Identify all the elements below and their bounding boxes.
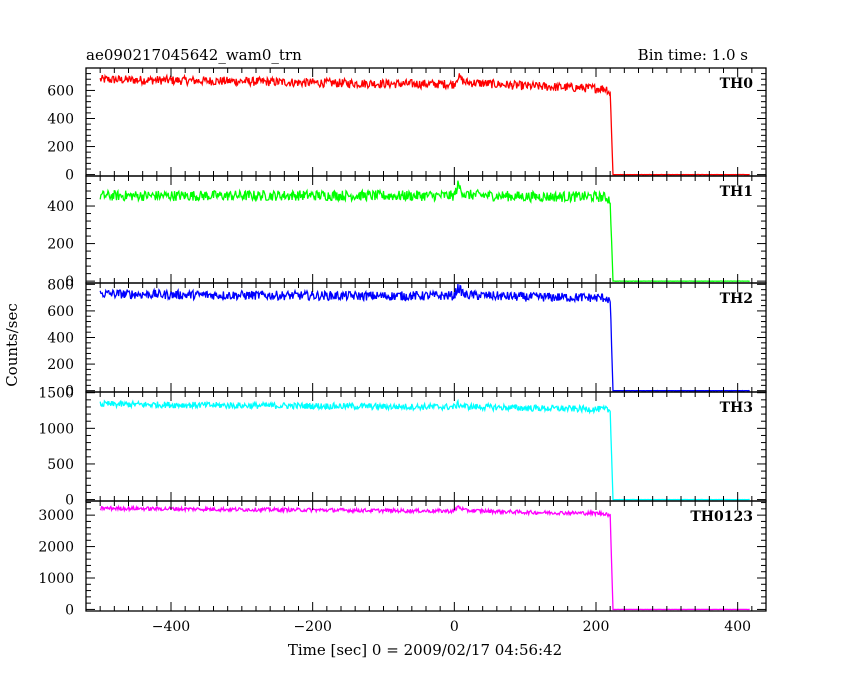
y-tick-label-th0123: 0	[65, 602, 74, 618]
y-tick-label-th2: 800	[47, 277, 74, 293]
y-tick-label-th3: 0	[65, 493, 74, 509]
y-tick-label-th0123: 2000	[38, 540, 74, 556]
y-tick-label-th3: 1000	[38, 421, 74, 437]
y-tick-label-th0: 600	[47, 83, 74, 99]
series-line-th1	[99, 180, 750, 282]
panel-label-th0123: TH0123	[690, 509, 753, 525]
y-tick-label-th2: 400	[47, 331, 74, 347]
y-tick-label-th3: 1500	[38, 386, 74, 402]
panel-frame-th0123	[85, 500, 767, 612]
y-tick-label-th2: 200	[47, 357, 74, 373]
panel-th3: 0 500 1000 1500 TH3	[38, 386, 767, 509]
panel-th0123: 0 1000 2000 3000 TH0123	[38, 500, 767, 618]
y-tick-label-th1: 400	[47, 199, 74, 215]
panel-th2: 0 200 400 600 800 TH2	[47, 277, 767, 400]
y-tick-label-th1: 0	[65, 274, 74, 290]
bin-time-label: Bin time: 1.0 s	[638, 46, 748, 64]
y-tick-label-th0123: 1000	[38, 571, 74, 587]
panel-frame-th2	[85, 282, 767, 393]
y-axis-title: Counts/sec	[3, 303, 21, 387]
y-tick-label-th0: 0	[65, 168, 74, 184]
panel-label-th1: TH1	[720, 184, 753, 200]
y-tick-label-th3: 500	[47, 457, 74, 473]
x-tick-label: −200	[293, 619, 331, 635]
x-tick-label: 400	[724, 619, 751, 635]
y-tick-label-th2: 600	[47, 304, 74, 320]
y-tick-label-th0: 200	[47, 140, 74, 156]
panel-th0: 0 200 400 600 TH0	[47, 67, 767, 184]
panel-label-th0: TH0	[720, 76, 754, 92]
panel-th1: 0 200 400 TH1	[47, 175, 767, 290]
series-line-th0	[99, 73, 750, 176]
x-tick-label: 200	[583, 619, 610, 635]
series-line-th2	[99, 283, 750, 392]
y-tick-label-th1: 200	[47, 237, 74, 253]
series-line-th3	[99, 398, 750, 501]
x-tick-label: −400	[152, 619, 190, 635]
x-tick-label: 0	[450, 619, 459, 635]
y-tick-label-th0123: 3000	[38, 508, 74, 524]
y-tick-label-th0: 400	[47, 111, 74, 127]
series-line-th0123	[99, 504, 750, 611]
panel-label-th3: TH3	[720, 400, 753, 416]
plot-title: ae090217045642_wam0_trn	[86, 46, 302, 64]
panel-label-th2: TH2	[720, 291, 753, 307]
x-axis-title: Time [sec] 0 = 2009/02/17 04:56:42	[288, 641, 562, 659]
y-tick-label-th2: 0	[65, 384, 74, 400]
